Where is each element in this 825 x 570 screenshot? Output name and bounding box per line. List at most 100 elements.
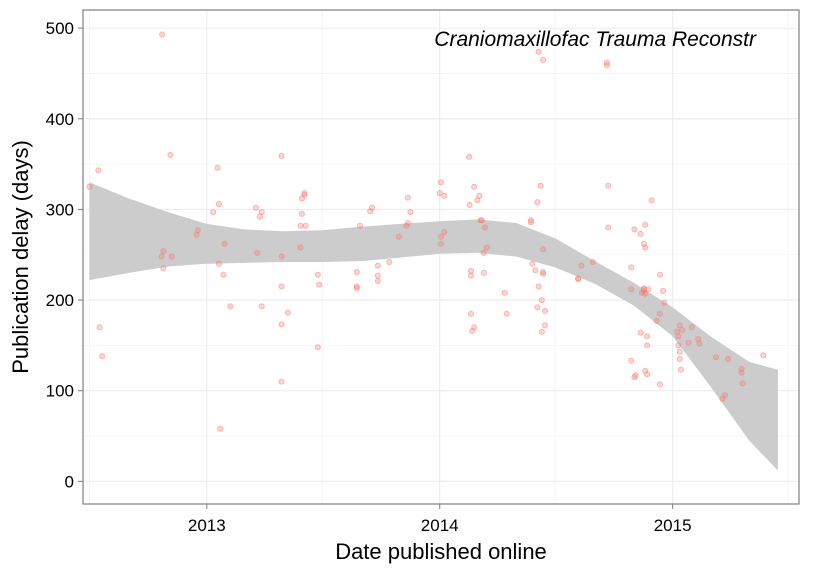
data-point (644, 333, 651, 340)
grid-lines (83, 10, 799, 504)
data-point (374, 262, 381, 269)
data-point (722, 392, 729, 399)
data-point (215, 200, 222, 207)
data-point (168, 253, 175, 260)
data-point (578, 262, 585, 269)
data-point (193, 231, 200, 238)
data-point (642, 244, 649, 251)
data-point (575, 276, 582, 283)
data-point (480, 249, 487, 256)
data-point (437, 240, 444, 247)
x-tick-label: 2014 (421, 516, 459, 535)
data-point (538, 297, 545, 304)
data-point (501, 289, 508, 296)
data-point (437, 233, 444, 240)
data-point (227, 303, 234, 310)
data-point (534, 304, 541, 311)
data-point (542, 307, 549, 314)
data-point (637, 329, 644, 336)
data-point (353, 283, 360, 290)
data-point (645, 286, 652, 293)
smooth-confidence-band (89, 182, 778, 471)
data-point (656, 271, 663, 278)
data-point (628, 286, 635, 293)
data-point (194, 227, 201, 234)
data-point (160, 265, 167, 272)
data-point (356, 222, 363, 229)
x-tick-label: 2013 (188, 516, 226, 535)
data-point (542, 322, 549, 329)
data-points (86, 31, 767, 432)
data-point (353, 285, 360, 292)
data-point (159, 31, 166, 38)
data-point (640, 285, 647, 292)
data-point (436, 190, 443, 197)
data-point (471, 324, 478, 331)
x-axis-label: Date published online (335, 539, 547, 564)
data-point (483, 244, 490, 251)
data-point (653, 317, 660, 324)
data-point (217, 425, 224, 432)
data-point (467, 310, 474, 317)
data-point (675, 342, 682, 349)
data-point (353, 268, 360, 275)
x-tick-label: 2015 (654, 516, 692, 535)
data-point (605, 224, 612, 231)
data-point (160, 248, 167, 255)
data-point (214, 164, 221, 171)
data-point (278, 152, 285, 159)
data-point (676, 322, 683, 329)
data-point (661, 299, 668, 306)
data-point (284, 309, 291, 316)
data-point (252, 204, 259, 211)
data-point (528, 219, 535, 226)
data-point (302, 222, 309, 229)
data-point (637, 230, 644, 237)
data-point (760, 352, 767, 359)
data-point (221, 240, 228, 247)
data-point (540, 56, 547, 63)
y-axis-ticks: 0 100 200 300 400 500 (46, 19, 83, 491)
data-point (535, 48, 542, 55)
data-point (99, 353, 106, 360)
data-point (476, 192, 483, 199)
data-point (540, 270, 547, 277)
data-point (685, 339, 692, 346)
data-point (648, 197, 655, 204)
data-point (628, 264, 635, 271)
data-point (478, 217, 485, 224)
data-point (537, 182, 544, 189)
data-point (278, 253, 285, 260)
data-point (215, 260, 222, 267)
data-point (316, 281, 323, 288)
data-point (540, 268, 547, 275)
data-point (404, 219, 411, 226)
data-point (278, 321, 285, 328)
data-point (528, 217, 535, 224)
data-point (441, 192, 448, 199)
data-point (725, 355, 732, 362)
data-point (538, 328, 545, 335)
data-point (258, 209, 265, 216)
data-point (298, 210, 305, 217)
y-tick-label: 0 (65, 472, 74, 491)
data-point (739, 380, 746, 387)
data-point (407, 209, 414, 216)
y-tick-label: 200 (46, 291, 74, 310)
data-point (220, 271, 227, 278)
data-point (314, 344, 321, 351)
plot-border (82, 9, 800, 505)
data-point (656, 310, 663, 317)
data-point (210, 209, 217, 216)
data-point (480, 269, 487, 276)
data-point (278, 283, 285, 290)
data-point (167, 151, 174, 158)
data-point (466, 153, 473, 160)
confidence-band (89, 182, 778, 471)
data-point (660, 287, 667, 294)
data-point (314, 271, 321, 278)
data-point (540, 246, 547, 253)
data-point (675, 333, 682, 340)
data-point (297, 222, 304, 229)
data-point (642, 290, 649, 297)
